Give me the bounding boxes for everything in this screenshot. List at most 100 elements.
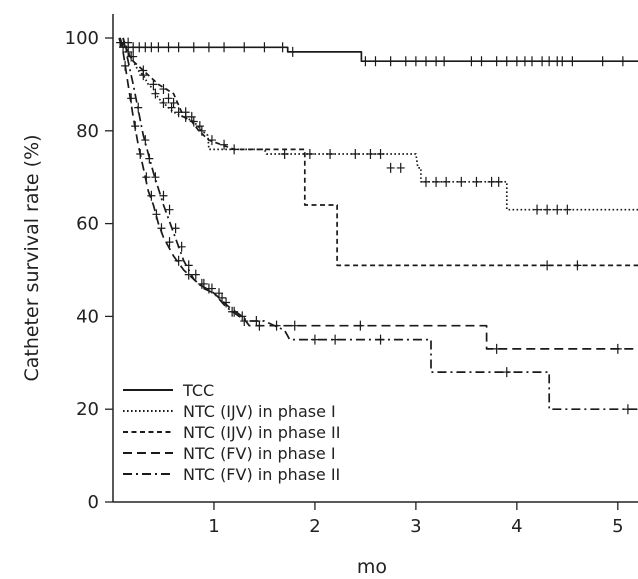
legend-label: NTC (FV) in phase I bbox=[183, 444, 336, 463]
censor-mark bbox=[305, 149, 314, 159]
y-axis-title: Catheter survival rate (%) bbox=[21, 134, 43, 381]
censor-mark bbox=[116, 37, 125, 48]
censor-mark bbox=[121, 60, 130, 71]
series-1 bbox=[122, 37, 638, 215]
censor-mark bbox=[538, 56, 547, 67]
censor-mark bbox=[159, 84, 168, 95]
legend-label: NTC (IJV) in phase I bbox=[183, 402, 336, 421]
censor-mark bbox=[472, 176, 481, 187]
censor-mark bbox=[187, 111, 196, 122]
censor-mark bbox=[477, 56, 486, 67]
censor-mark bbox=[361, 56, 370, 67]
censor-mark bbox=[218, 292, 227, 303]
censor-mark bbox=[290, 320, 299, 331]
censor-mark bbox=[494, 176, 503, 187]
censor-mark bbox=[240, 42, 249, 53]
censor-mark bbox=[326, 149, 335, 159]
censor-mark bbox=[191, 269, 200, 280]
censor-mark bbox=[533, 204, 542, 215]
censor-mark bbox=[141, 135, 150, 146]
censor-mark bbox=[147, 190, 156, 201]
censor-mark bbox=[568, 56, 577, 67]
censor-mark bbox=[366, 149, 375, 159]
censor-mark bbox=[401, 56, 410, 67]
censor-mark bbox=[260, 42, 269, 53]
censor-mark bbox=[376, 334, 385, 345]
censor-mark bbox=[487, 176, 496, 187]
censor-mark bbox=[136, 149, 145, 159]
legend-label: TCC bbox=[182, 381, 214, 400]
series-line bbox=[119, 37, 638, 63]
ticks-layer: 1 2 3 4 5 0 20 40 60 80 100 bbox=[65, 28, 624, 537]
censor-mark bbox=[157, 223, 166, 234]
censor-mark bbox=[558, 56, 567, 67]
censor-mark bbox=[147, 42, 156, 53]
censor-mark bbox=[396, 162, 405, 173]
censor-mark bbox=[527, 56, 536, 67]
censor-mark bbox=[207, 135, 216, 146]
censor-mark bbox=[151, 88, 160, 99]
legend-label: NTC (FV) in phase II bbox=[183, 465, 340, 484]
censor-mark bbox=[154, 42, 163, 53]
censor-mark bbox=[145, 153, 154, 164]
censor-mark bbox=[222, 297, 231, 308]
censor-mark bbox=[351, 149, 360, 159]
censor-mark bbox=[618, 56, 627, 67]
censor-mark bbox=[177, 241, 186, 252]
y-tick-label: 0 bbox=[88, 492, 99, 513]
legend: TCC NTC (IJV) in phase I NTC (IJV) in phas… bbox=[123, 381, 341, 484]
y-tick-label: 80 bbox=[76, 121, 99, 142]
x-tick-label: 5 bbox=[612, 516, 623, 537]
censor-mark bbox=[238, 311, 247, 322]
censor-mark bbox=[220, 139, 229, 150]
series-0 bbox=[119, 37, 638, 67]
censor-mark bbox=[151, 172, 160, 183]
censor-mark bbox=[421, 56, 430, 67]
censor-mark bbox=[356, 320, 365, 331]
censor-mark bbox=[520, 56, 529, 67]
censor-mark bbox=[457, 176, 466, 187]
axes-layer bbox=[112, 14, 638, 503]
censor-mark bbox=[228, 306, 237, 317]
censor-mark bbox=[371, 56, 380, 67]
censor-mark bbox=[411, 56, 420, 67]
censor-mark bbox=[165, 204, 174, 215]
y-tick-label: 100 bbox=[65, 28, 99, 49]
censor-mark bbox=[164, 93, 173, 104]
censor-mark bbox=[230, 144, 239, 155]
censor-mark bbox=[543, 260, 552, 271]
censor-mark bbox=[386, 56, 395, 67]
censor-mark bbox=[240, 316, 249, 327]
censor-mark bbox=[252, 316, 261, 327]
censor-mark bbox=[613, 343, 622, 354]
x-tick-label: 2 bbox=[309, 516, 320, 537]
censor-mark bbox=[199, 278, 208, 289]
censor-mark bbox=[152, 209, 161, 220]
censor-mark bbox=[139, 65, 148, 76]
censor-mark bbox=[502, 56, 511, 67]
censor-mark bbox=[165, 237, 174, 248]
censor-mark bbox=[181, 107, 190, 118]
y-tick-label: 20 bbox=[76, 399, 99, 420]
censor-mark bbox=[623, 404, 632, 415]
series-2 bbox=[122, 37, 638, 271]
censor-mark bbox=[204, 42, 213, 53]
censor-mark bbox=[159, 190, 168, 201]
x-tick-label: 4 bbox=[511, 516, 522, 537]
y-tick-label: 60 bbox=[76, 214, 99, 235]
censor-mark bbox=[280, 149, 289, 159]
censor-mark bbox=[197, 125, 206, 136]
censor-mark bbox=[598, 56, 607, 67]
series-layer bbox=[116, 37, 638, 415]
censor-mark bbox=[310, 334, 319, 345]
series-3 bbox=[116, 37, 638, 354]
censor-mark bbox=[167, 102, 176, 113]
censor-mark bbox=[189, 42, 198, 53]
censor-mark bbox=[174, 42, 183, 53]
censor-mark bbox=[124, 46, 133, 57]
censor-mark bbox=[467, 56, 476, 67]
censor-mark bbox=[134, 102, 143, 113]
censor-mark bbox=[288, 46, 297, 57]
